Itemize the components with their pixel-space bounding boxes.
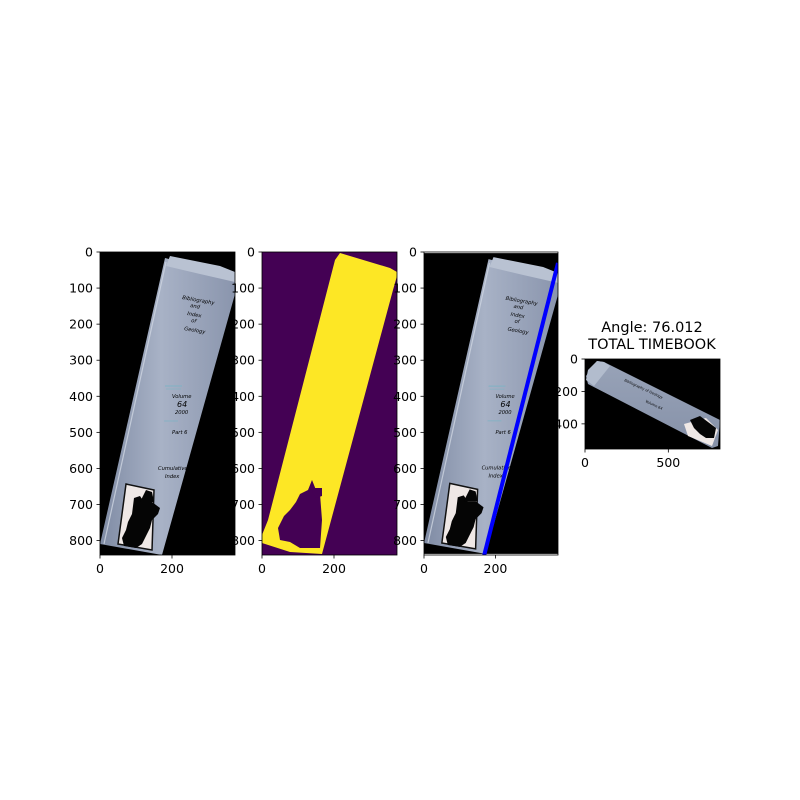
panel-3-line: 0 100 200 300 400 500 600 700 800 0 200: [393, 245, 559, 576]
xtick-label: 0: [581, 455, 589, 470]
panel-2-xticks: 0 200: [258, 555, 346, 576]
ytick-label: 300: [69, 353, 93, 368]
ytick-label: 0: [247, 245, 255, 260]
ytick-label: 700: [231, 497, 255, 512]
panel-4-rotated: Angle: 76.012 TOTAL TIMEBOOK Bibliograph…: [554, 320, 721, 470]
ytick-label: 400: [554, 416, 578, 431]
ytick-label: 300: [393, 353, 417, 368]
xtick-label: 0: [258, 561, 266, 576]
ytick-label: 700: [69, 497, 93, 512]
ytick-label: 400: [393, 389, 417, 404]
panel-2-yticks: 0 100 200 300 400 500 600 700 800: [231, 245, 262, 548]
ytick-label: 0: [409, 245, 417, 260]
ytick-label: 500: [69, 425, 93, 440]
svg-text:Volume 64: Volume 64: [645, 399, 664, 411]
xtick-label: 200: [160, 561, 184, 576]
fitted-edge-line: [482, 262, 558, 555]
ytick-label: 200: [69, 317, 93, 332]
ytick-label: 200: [231, 317, 255, 332]
ytick-label: 600: [69, 461, 93, 476]
ytick-label: 100: [231, 281, 255, 296]
xtick-label: 0: [96, 561, 104, 576]
panel-1-xticks: 0 200: [96, 555, 184, 576]
panel-3-yticks: 0 100 200 300 400 500 600 700 800: [393, 245, 424, 548]
panel-2-mask: 0 100 200 300 400 500 600 700 800 0 200: [231, 245, 398, 576]
panel-4-title-line-1: Angle: 76.012: [601, 320, 703, 336]
ytick-label: 500: [393, 425, 417, 440]
ytick-label: 100: [69, 281, 93, 296]
ytick-label: 600: [393, 461, 417, 476]
ytick-label: 200: [554, 384, 578, 399]
xtick-label: 200: [484, 561, 508, 576]
panel-3-xticks: 0 200: [420, 555, 507, 576]
ytick-label: 300: [231, 353, 255, 368]
ytick-label: 0: [570, 352, 578, 367]
panel-4-xticks: 0 500: [581, 449, 680, 470]
xtick-label: 0: [420, 561, 428, 576]
ytick-label: 500: [231, 425, 255, 440]
ytick-label: 400: [69, 389, 93, 404]
ytick-label: 400: [231, 389, 255, 404]
ytick-label: 800: [393, 533, 417, 548]
panel-1-yticks: 0 100 200 300 400 500 600 700 800: [69, 245, 100, 548]
ytick-label: 800: [231, 533, 255, 548]
ytick-label: 100: [393, 281, 417, 296]
ytick-label: 200: [393, 317, 417, 332]
ytick-label: 700: [393, 497, 417, 512]
ytick-label: 0: [85, 245, 93, 260]
xtick-label: 500: [656, 455, 680, 470]
panel-4-yticks: 0 200 400: [554, 352, 585, 431]
ytick-label: 800: [69, 533, 93, 548]
xtick-label: 200: [322, 561, 346, 576]
panel-1-original: 0 100 200 300 400 500 600 700 800 0 200: [69, 245, 236, 576]
panel-4-title-line-2: TOTAL TIMEBOOK: [587, 337, 716, 353]
ytick-label: 600: [231, 461, 255, 476]
